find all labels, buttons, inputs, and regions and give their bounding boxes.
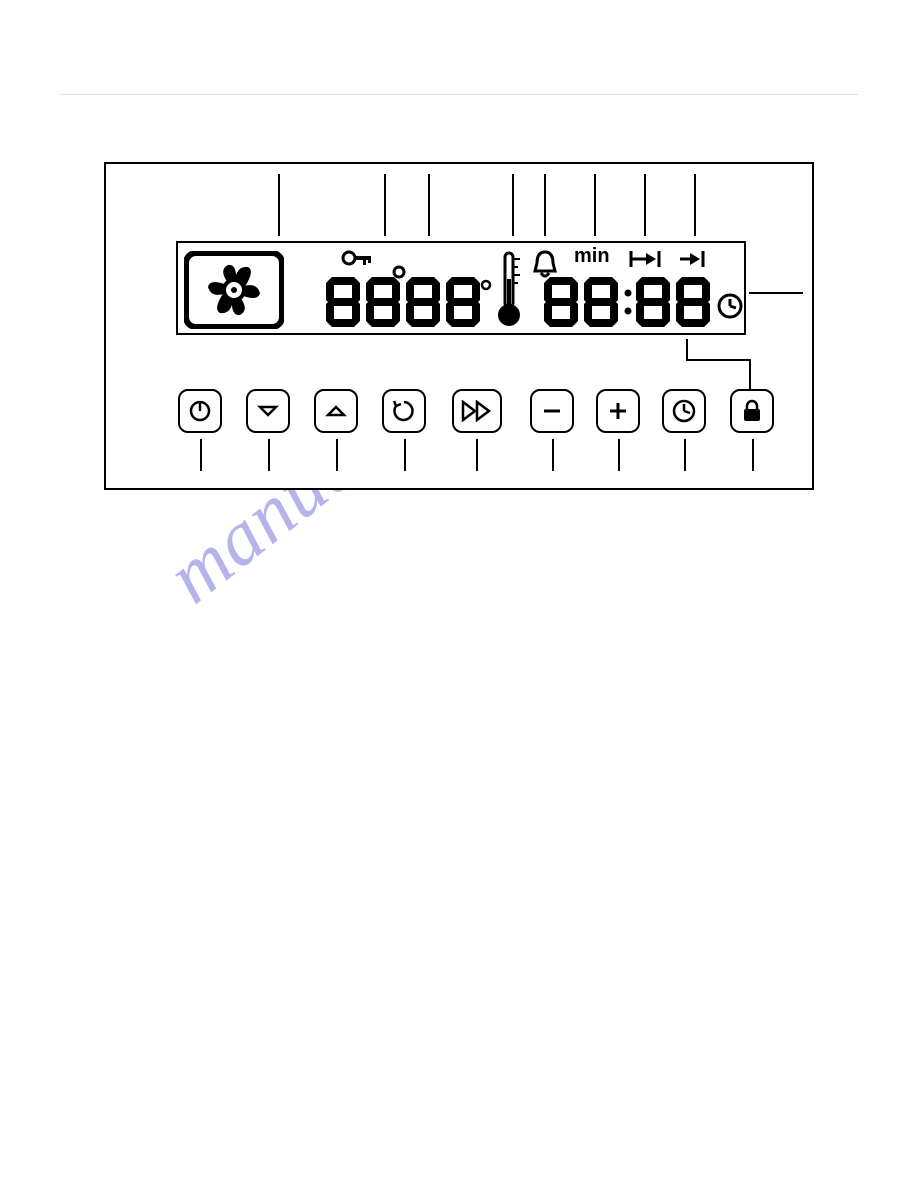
- power-button[interactable]: [178, 389, 222, 433]
- plus-icon: [606, 399, 630, 423]
- leader-tick: [278, 174, 280, 236]
- leader-tick: [404, 439, 406, 471]
- display: min: [176, 241, 746, 335]
- control-panel: min: [104, 162, 814, 490]
- chevron-down-icon: [256, 399, 280, 423]
- leader-line: [686, 359, 750, 361]
- leader-tick: [644, 174, 646, 236]
- leader-tick: [476, 439, 478, 471]
- leader-line: [749, 292, 803, 294]
- time-segments: [544, 277, 724, 333]
- leader-tick: [752, 439, 754, 471]
- leader-tick: [200, 439, 202, 471]
- leader-tick: [544, 174, 546, 236]
- power-icon: [188, 399, 212, 423]
- duration-icon: [628, 249, 662, 269]
- up-button[interactable]: [314, 389, 358, 433]
- clock-icon: [671, 398, 697, 424]
- lock-icon: [741, 399, 763, 423]
- down-button[interactable]: [246, 389, 290, 433]
- key-icon: [340, 249, 374, 267]
- leader-line: [686, 339, 688, 359]
- clock-button[interactable]: [662, 389, 706, 433]
- leader-tick: [336, 439, 338, 471]
- minus-icon: [540, 399, 564, 423]
- leader-tick: [684, 439, 686, 471]
- leader-tick: [428, 174, 430, 236]
- plus-button[interactable]: [596, 389, 640, 433]
- min-label: min: [574, 245, 610, 268]
- leader-tick: [552, 439, 554, 471]
- lock-button[interactable]: [730, 389, 774, 433]
- chevron-up-icon: [324, 399, 348, 423]
- temp-segments: [326, 277, 496, 333]
- leader-tick: [594, 174, 596, 236]
- rotate-icon: [391, 398, 417, 424]
- leader-tick: [512, 174, 514, 236]
- leader-line: [749, 359, 751, 389]
- fan-icon: [184, 251, 284, 329]
- rotate-button[interactable]: [382, 389, 426, 433]
- thermometer-icon: [494, 249, 524, 329]
- minus-button[interactable]: [530, 389, 574, 433]
- end-icon: [678, 249, 706, 269]
- leader-tick: [384, 174, 386, 236]
- leader-tick: [694, 174, 696, 236]
- leader-tick: [618, 439, 620, 471]
- page-rule: [60, 94, 858, 95]
- bell-icon: [530, 249, 560, 279]
- forward-button[interactable]: [452, 389, 502, 433]
- leader-tick: [268, 439, 270, 471]
- fast-forward-icon: [461, 400, 493, 422]
